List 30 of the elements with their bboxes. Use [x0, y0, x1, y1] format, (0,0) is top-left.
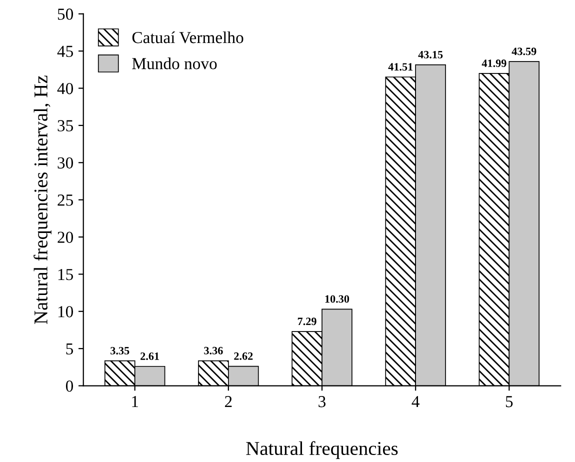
y-tick-label: 35: [58, 120, 73, 132]
x-tick-label: 3: [318, 396, 326, 408]
data-label: 41.51: [388, 63, 413, 71]
y-tick-label: 45: [57, 46, 73, 57]
y-tick-label: 25: [58, 194, 73, 206]
y-tick-label: 40: [57, 82, 74, 94]
x-tick-label: 1: [132, 396, 138, 408]
x-tick-label: 4: [412, 396, 420, 408]
data-label: 43.15: [418, 50, 443, 58]
data-label: 7.29: [298, 318, 316, 326]
x-axis-title: Natural frequencies: [246, 441, 398, 459]
y-tick-label: 50: [58, 8, 74, 20]
x-tick-label: 2: [224, 396, 232, 408]
y-tick-label: 20: [58, 232, 74, 243]
data-label: 3.36: [204, 346, 223, 354]
y-tick-label: 15: [58, 268, 73, 280]
y-axis-title: Natural frequencies interval, Hz: [34, 76, 52, 324]
y-tick-label: 10: [58, 306, 74, 318]
y-tick-label: 0: [66, 380, 74, 392]
data-label: 2.62: [234, 352, 253, 360]
data-label: 2.61: [140, 352, 159, 360]
legend-label: Mundo novo: [132, 58, 217, 70]
x-tick-label: 5: [506, 396, 513, 408]
y-tick-label: 5: [66, 343, 73, 355]
y-tick-label: 30: [58, 157, 74, 169]
data-label: 41.99: [482, 60, 506, 68]
legend-label: Catuaí Vermelho: [132, 31, 244, 44]
data-label: 10.30: [325, 295, 350, 303]
data-label: 3.35: [110, 346, 130, 354]
data-label: 43.59: [512, 48, 536, 56]
